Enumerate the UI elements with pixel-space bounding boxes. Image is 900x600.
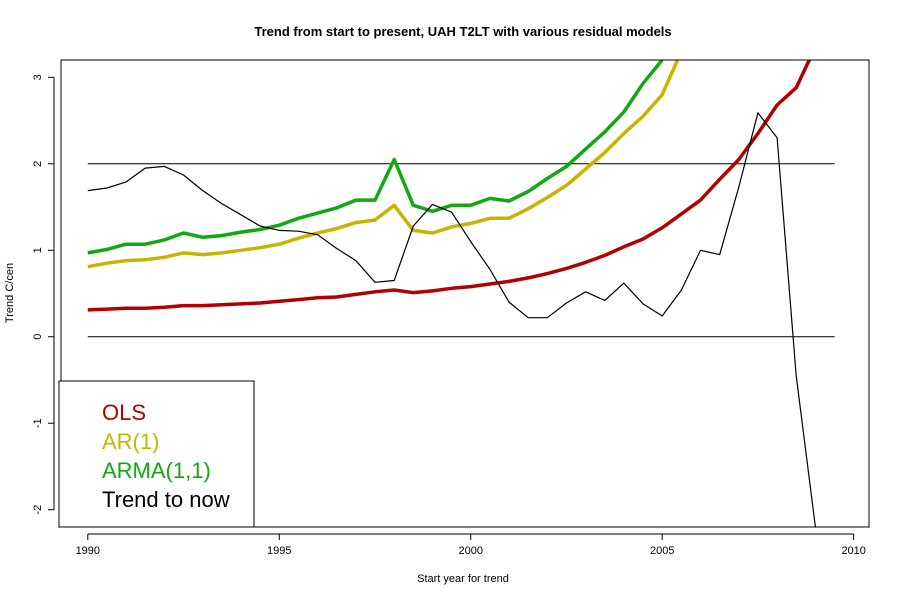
x-tick-label: 1990 [76, 545, 100, 557]
y-tick-label: -1 [32, 418, 44, 428]
y-tick-label: 1 [32, 247, 44, 253]
x-tick-label: 2005 [650, 545, 674, 557]
y-tick-label: 3 [32, 74, 44, 80]
series-line-3 [87, 112, 816, 527]
legend-entry-1: AR(1) [102, 429, 159, 454]
y-tick-label: 2 [32, 161, 44, 167]
x-tick-label: 2000 [459, 545, 483, 557]
y-axis: -2 -1 0 1 2 3 [32, 74, 55, 515]
y-tick-label: 0 [32, 334, 44, 340]
chart-title: Trend from start to present, UAH T2LT wi… [254, 24, 671, 39]
x-tick-label: 2010 [841, 545, 865, 557]
series-line-2 [87, 60, 664, 255]
plot-content [87, 60, 835, 527]
plot-frame [60, 59, 870, 528]
x-axis-label: Start year for trend [417, 573, 509, 585]
legend-entry-2: ARMA(1,1) [102, 458, 211, 483]
legend-box [58, 380, 255, 528]
series-line-1 [87, 60, 680, 269]
legend-entry-0: OLS [102, 400, 146, 425]
legend-entry-3: Trend to now [102, 487, 230, 512]
x-tick-label: 1995 [267, 545, 291, 557]
legend: OLS AR(1) ARMA(1,1) Trend to now [58, 380, 255, 528]
series-line-0 [87, 60, 812, 312]
y-tick-label: -2 [32, 505, 44, 515]
x-axis: 1990 1995 2000 2005 2010 [76, 533, 866, 557]
y-axis-label: Trend C/cen [4, 263, 16, 323]
